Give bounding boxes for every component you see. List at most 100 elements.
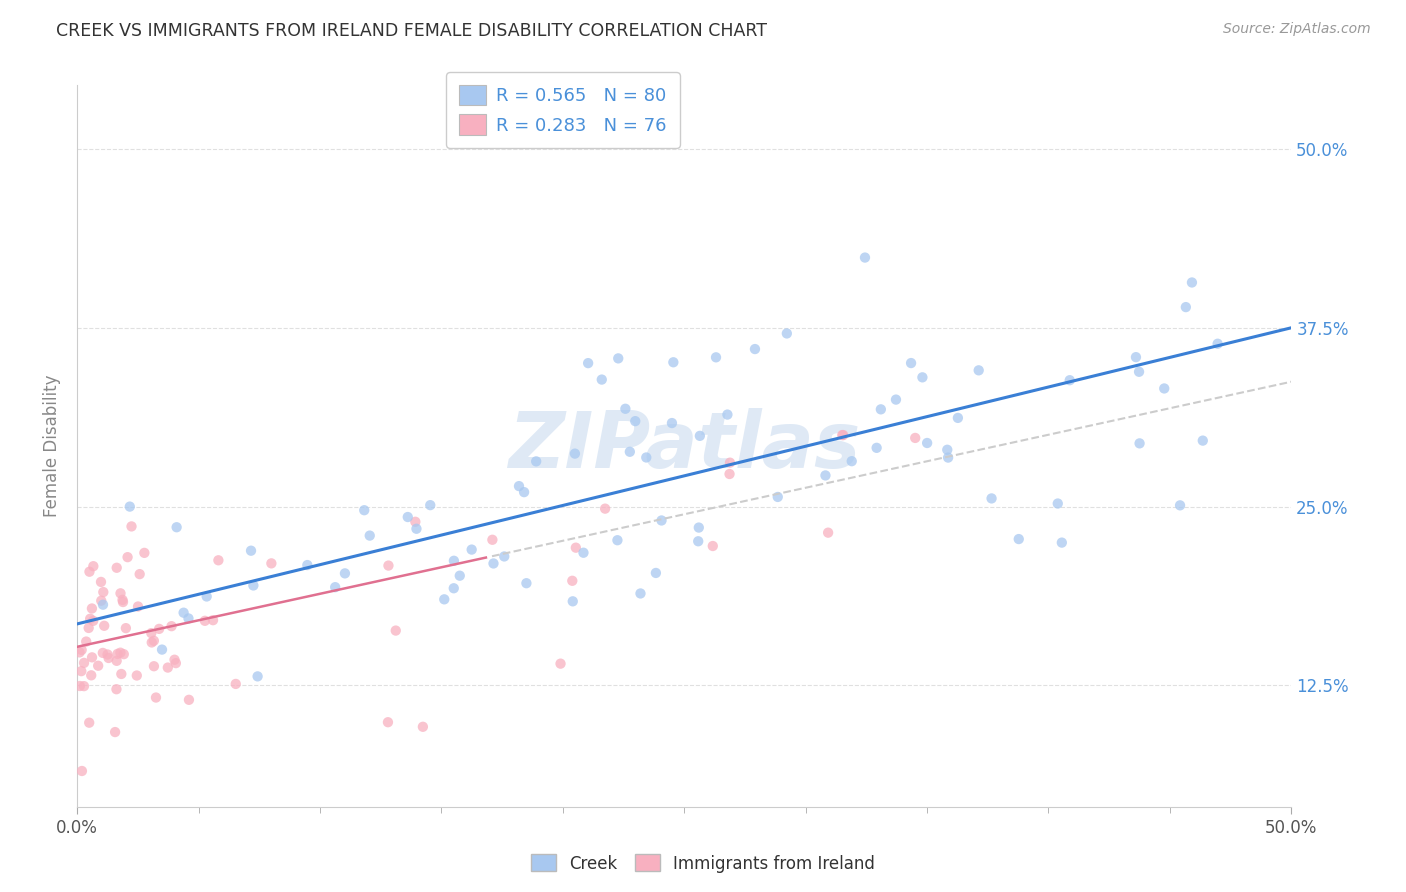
Point — [77, 715, 100, 730]
Point — [142, 633, 165, 648]
Point — [565, 541, 588, 555]
Point — [630, 586, 652, 600]
Point — [112, 647, 135, 661]
Point — [96, 648, 118, 662]
Point — [561, 594, 583, 608]
Point — [70, 764, 93, 778]
Point — [195, 590, 218, 604]
Point — [766, 490, 789, 504]
Point — [702, 539, 724, 553]
Point — [449, 568, 471, 582]
Point — [91, 646, 114, 660]
Point — [911, 370, 934, 384]
Point — [744, 342, 766, 356]
Point — [359, 528, 381, 542]
Point — [150, 642, 173, 657]
Point — [576, 356, 599, 370]
Point — [412, 720, 434, 734]
Point — [104, 725, 127, 739]
Point — [121, 519, 143, 533]
Point — [1128, 365, 1150, 379]
Point — [607, 351, 630, 366]
Point — [1191, 434, 1213, 448]
Point — [145, 690, 167, 705]
Point — [70, 664, 93, 678]
Point — [619, 444, 641, 458]
Point — [107, 647, 129, 661]
Point — [384, 624, 406, 638]
Point — [82, 559, 104, 574]
Point — [73, 656, 96, 670]
Point — [591, 373, 613, 387]
Text: Source: ZipAtlas.com: Source: ZipAtlas.com — [1223, 22, 1371, 37]
Point — [177, 693, 200, 707]
Point — [1008, 532, 1031, 546]
Point — [508, 479, 530, 493]
Legend: R = 0.565   N = 80, R = 0.283   N = 76: R = 0.565 N = 80, R = 0.283 N = 76 — [446, 72, 679, 148]
Point — [814, 468, 837, 483]
Point — [1129, 436, 1152, 450]
Point — [90, 574, 112, 589]
Point — [105, 561, 128, 575]
Point — [404, 515, 426, 529]
Point — [515, 576, 537, 591]
Point — [242, 578, 264, 592]
Y-axis label: Female Disability: Female Disability — [44, 375, 60, 517]
Point — [105, 682, 128, 697]
Point — [82, 614, 104, 628]
Point — [396, 510, 419, 524]
Point — [297, 558, 319, 572]
Point — [433, 592, 456, 607]
Point — [117, 550, 139, 565]
Point — [142, 659, 165, 673]
Point — [688, 520, 710, 534]
Point — [246, 669, 269, 683]
Text: CREEK VS IMMIGRANTS FROM IRELAND FEMALE DISABILITY CORRELATION CHART: CREEK VS IMMIGRANTS FROM IRELAND FEMALE … — [56, 22, 768, 40]
Point — [105, 654, 128, 668]
Point — [353, 503, 375, 517]
Point — [866, 441, 889, 455]
Point — [110, 646, 132, 660]
Point — [936, 450, 959, 465]
Point — [967, 363, 990, 377]
Point — [148, 622, 170, 636]
Point — [70, 643, 93, 657]
Point — [904, 431, 927, 445]
Point — [80, 650, 103, 665]
Point — [561, 574, 583, 588]
Point — [443, 554, 465, 568]
Point — [1125, 350, 1147, 364]
Point — [644, 566, 666, 580]
Point — [141, 626, 163, 640]
Point — [87, 658, 110, 673]
Point — [80, 668, 103, 682]
Point — [165, 656, 187, 670]
Point — [831, 428, 853, 442]
Point — [1174, 300, 1197, 314]
Point — [460, 542, 482, 557]
Point — [202, 613, 225, 627]
Point — [77, 621, 100, 635]
Point — [841, 454, 863, 468]
Point — [80, 601, 103, 615]
Point — [718, 467, 741, 481]
Point — [661, 416, 683, 430]
Point — [134, 546, 156, 560]
Point — [79, 612, 101, 626]
Point — [716, 408, 738, 422]
Point — [524, 454, 547, 468]
Point — [776, 326, 799, 341]
Point — [513, 485, 536, 500]
Point — [494, 549, 516, 564]
Legend: Creek, Immigrants from Ireland: Creek, Immigrants from Ireland — [524, 847, 882, 880]
Point — [1050, 535, 1073, 549]
Point — [624, 414, 647, 428]
Point — [91, 598, 114, 612]
Point — [75, 634, 97, 648]
Point — [128, 567, 150, 582]
Point — [377, 715, 399, 730]
Point — [593, 501, 616, 516]
Point — [97, 651, 120, 665]
Point — [110, 667, 132, 681]
Point — [1168, 499, 1191, 513]
